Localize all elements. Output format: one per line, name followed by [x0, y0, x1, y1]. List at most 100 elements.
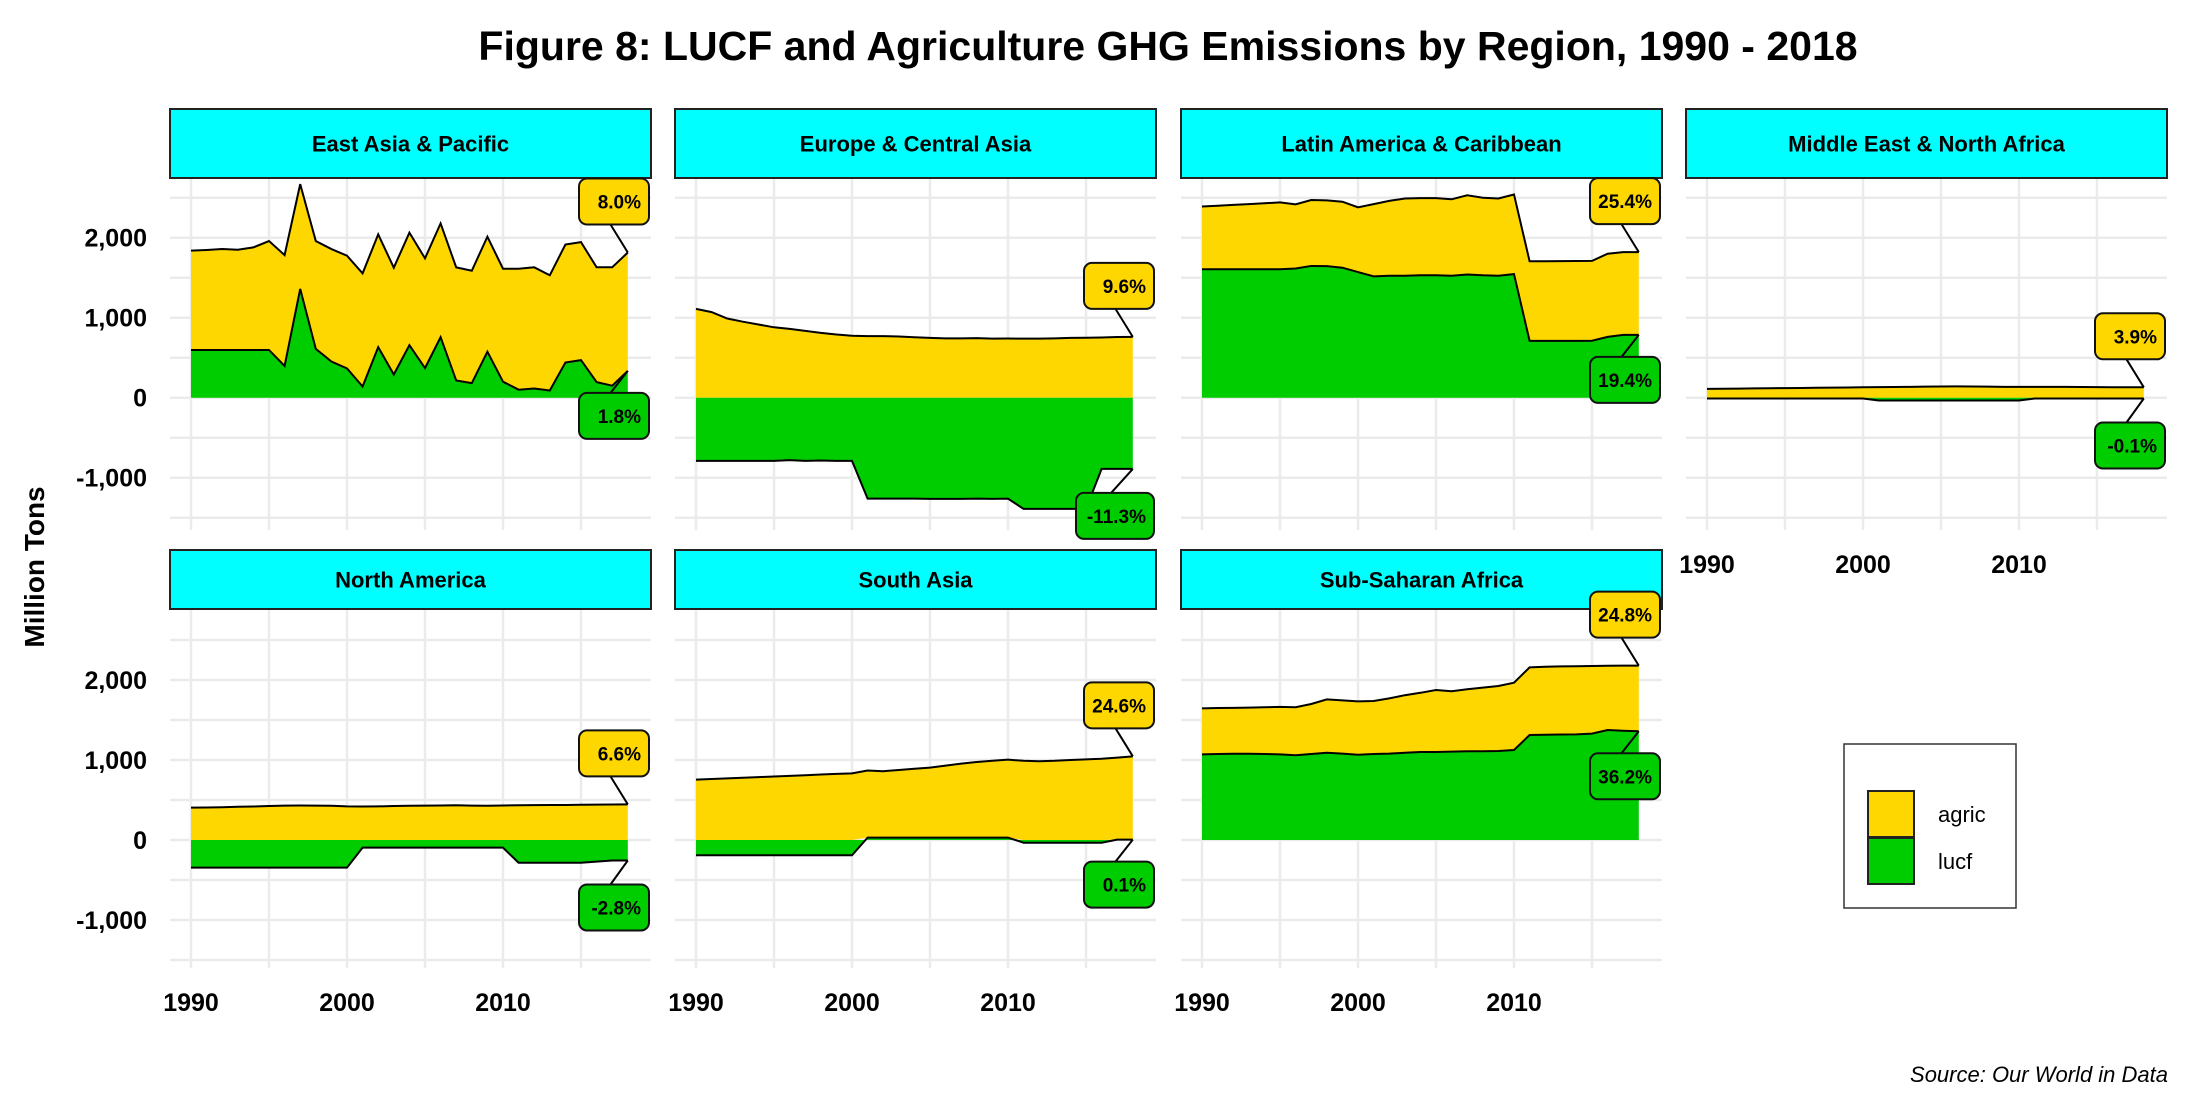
facet-strip: [1685, 108, 2168, 179]
y-tick-label: 0: [133, 385, 147, 413]
facet-strip-label: North America: [335, 568, 487, 593]
line-agric-top: [1201, 193, 1639, 263]
lucf-change-label: 36.2%: [1598, 767, 1652, 788]
lucf-change-label-leader: [1620, 334, 1640, 358]
area-lucf: [1202, 265, 1639, 398]
facet-strip-label: Sub-Saharan Africa: [1320, 568, 1524, 593]
x-tick-label: 2000: [319, 989, 375, 1017]
agric-change-label-leader: [609, 223, 629, 254]
line-agric-top: [695, 755, 1133, 781]
x-tick-label: 2010: [475, 989, 531, 1017]
facet-strip: [169, 549, 652, 610]
area-lucf: [1202, 730, 1639, 840]
x-tick-label: 1990: [163, 989, 219, 1017]
panel-sub-saharan-africa: Sub-Saharan Africa 24.8% 36.2%: [1180, 549, 1663, 968]
agric-change-label-box: [2094, 312, 2166, 361]
x-tick-label: 2010: [1991, 551, 2047, 579]
area-lucf: [191, 840, 628, 868]
x-tick-label: 2000: [824, 989, 880, 1017]
line-agric-top: [1706, 385, 2144, 390]
agric-change-label-box: [578, 177, 650, 226]
lucf-change-label: 0.1%: [1103, 876, 1146, 897]
panel-north-america: North America 6.6% -2.8%: [169, 549, 652, 968]
area-agric: [1202, 194, 1639, 341]
y-axis-title: Million Tons: [19, 486, 50, 647]
lucf-change-label: -2.8%: [591, 898, 641, 919]
panel-east-asia-and-pacific: East Asia & Pacific 8.0% 1.8%: [169, 108, 652, 530]
line-agric-top: [190, 803, 628, 809]
x-tick-label: 2000: [1835, 551, 1891, 579]
area-agric: [696, 756, 1133, 840]
y-tick-label: 1,000: [84, 305, 147, 333]
y-tick-label: 2,000: [84, 225, 147, 253]
x-tick-label: 2010: [980, 989, 1036, 1017]
lucf-change-label-box: [1083, 860, 1155, 909]
agric-change-label-box: [578, 729, 650, 778]
x-tick-label: 2000: [1330, 989, 1386, 1017]
facet-panels: East Asia & Pacific 8.0% 1.8% -1,000 0 1,000 2…: [76, 108, 2168, 1017]
y-tick-label: 1,000: [84, 747, 147, 775]
line-lucf: [191, 846, 628, 869]
y-tick-label: 0: [133, 827, 147, 855]
area-lucf: [191, 288, 628, 398]
facet-strip-label: East Asia & Pacific: [312, 132, 509, 157]
agric-change-label: 25.4%: [1598, 192, 1652, 213]
lucf-change-label-box: [2094, 421, 2166, 470]
lucf-change-label-box: [1075, 491, 1155, 540]
agric-change-label-leader: [1620, 223, 1640, 253]
agric-change-label: 24.6%: [1092, 696, 1146, 717]
agric-change-label-leader: [1114, 308, 1134, 338]
x-tick-label: 1990: [1174, 989, 1230, 1017]
facet-strip: [674, 549, 1157, 610]
panel-south-asia: South Asia 24.6% 0.1%: [674, 549, 1157, 968]
agric-change-label: 24.8%: [1598, 606, 1652, 627]
agric-change-label: 6.6%: [598, 744, 641, 765]
area-agric: [696, 308, 1133, 398]
line-lucf: [696, 836, 1133, 857]
line-lucf: [1201, 728, 1639, 757]
facet-strip: [674, 108, 1157, 179]
chart-title: Figure 8: LUCF and Agriculture GHG Emiss…: [478, 23, 1857, 69]
legend-label-agric: agric: [1938, 802, 1986, 827]
line-lucf: [1707, 397, 2144, 402]
facet-strip-label: South Asia: [858, 568, 973, 593]
legend: agric lucf: [1843, 743, 2017, 909]
x-tick-label: 2010: [1486, 989, 1542, 1017]
agric-change-label: 3.9%: [2114, 327, 2157, 348]
lucf-change-label-leader: [609, 370, 629, 394]
lucf-change-label: 19.4%: [1598, 371, 1652, 392]
source-caption: Source: Our World in Data: [1910, 1062, 2168, 1087]
line-lucf: [191, 288, 629, 392]
lucf-change-label-box: [1589, 752, 1661, 801]
agric-change-label-box: [1589, 590, 1661, 639]
facet-strip: [1180, 108, 1663, 179]
lucf-change-label: 1.8%: [598, 407, 641, 428]
lucf-change-label-box: [578, 391, 650, 440]
lucf-change-label-box: [1589, 355, 1661, 404]
legend-key-lucf: [1867, 837, 1915, 885]
lucf-change-label-leader: [1620, 730, 1640, 754]
agric-change-label-leader: [1620, 637, 1640, 667]
x-tick-label: 1990: [668, 989, 724, 1017]
lucf-change-label: -0.1%: [2107, 437, 2157, 458]
lucf-change-label: -11.3%: [1087, 507, 1146, 528]
y-tick-label: 2,000: [84, 667, 147, 695]
lucf-change-label-box: [578, 883, 650, 932]
line-agric-top: [1201, 664, 1639, 710]
y-tick-label: -1,000: [76, 465, 147, 493]
facet-strip-label: Europe & Central Asia: [800, 132, 1032, 157]
lucf-change-label-leader: [1110, 468, 1134, 494]
lucf-change-label-leader: [2125, 397, 2145, 424]
panel-europe-and-central-asia: Europe & Central Asia 9.6% -11.3%: [674, 108, 1157, 540]
agric-change-label-box: [1083, 681, 1155, 730]
legend-label-lucf: lucf: [1938, 849, 1973, 874]
line-agric-top: [190, 183, 629, 277]
agric-change-label-leader: [1114, 727, 1134, 757]
area-lucf: [696, 397, 1133, 509]
lucf-change-label-leader: [1114, 838, 1134, 863]
line-agric-top: [695, 307, 1133, 340]
area-agric: [191, 184, 628, 391]
agric-change-label-box: [1589, 177, 1661, 226]
agric-change-label-leader: [2125, 358, 2145, 388]
